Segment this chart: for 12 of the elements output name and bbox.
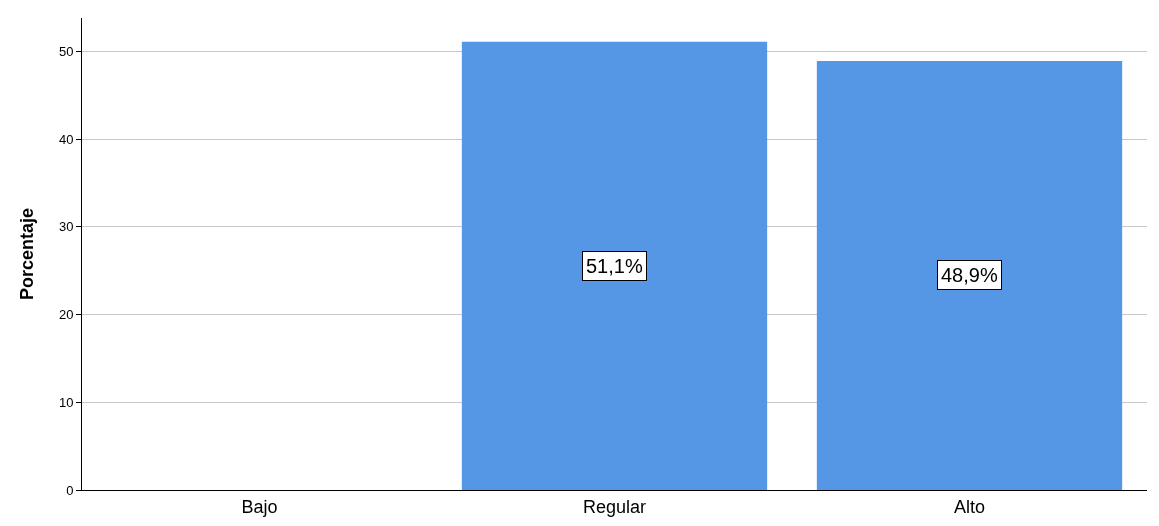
y-tick-label: 40 — [58, 131, 74, 147]
y-tick-label: 50 — [58, 43, 74, 59]
y-tick-label: 0 — [66, 482, 74, 498]
x-tick-label: Bajo — [241, 496, 278, 517]
x-tick-label: Regular — [582, 496, 647, 517]
x-tick-label: Alto — [953, 496, 986, 517]
data-label: 48,9% — [941, 264, 998, 286]
data-label: 51,1% — [586, 255, 643, 277]
y-axis-title: Porcentaje — [17, 207, 38, 301]
y-tick-label: 10 — [58, 394, 74, 410]
y-tick-label: 20 — [58, 307, 74, 323]
y-tick-label: 30 — [58, 219, 74, 235]
